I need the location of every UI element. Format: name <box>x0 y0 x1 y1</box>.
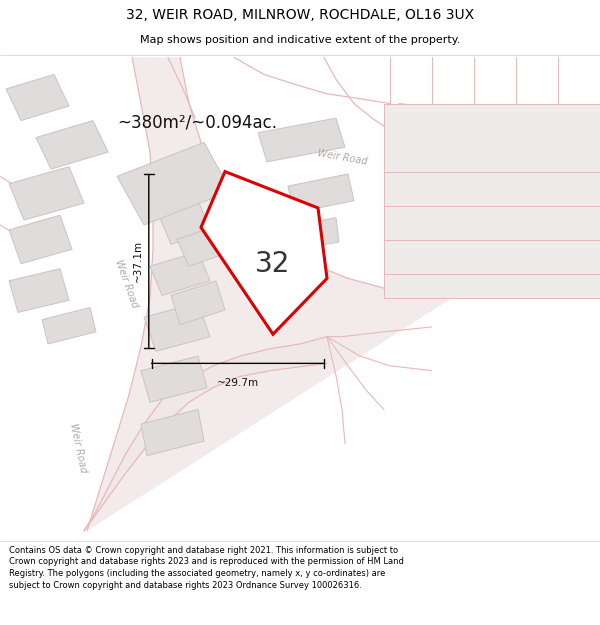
Polygon shape <box>150 252 210 296</box>
Text: ~37.1m: ~37.1m <box>133 241 143 282</box>
Polygon shape <box>159 201 210 244</box>
Polygon shape <box>87 58 456 531</box>
Polygon shape <box>6 74 69 121</box>
Polygon shape <box>384 274 600 298</box>
Polygon shape <box>9 167 84 220</box>
Polygon shape <box>36 121 108 169</box>
Text: Weir Road: Weir Road <box>113 258 139 309</box>
Polygon shape <box>84 337 327 531</box>
Polygon shape <box>201 171 327 334</box>
Polygon shape <box>384 104 600 171</box>
Polygon shape <box>288 174 354 213</box>
Polygon shape <box>117 142 231 225</box>
Text: ~380m²/~0.094ac.: ~380m²/~0.094ac. <box>117 114 277 132</box>
Polygon shape <box>258 118 345 162</box>
Polygon shape <box>171 281 225 324</box>
Text: 32: 32 <box>256 250 290 278</box>
Text: Weir Road: Weir Road <box>316 148 368 166</box>
Text: Contains OS data © Crown copyright and database right 2021. This information is : Contains OS data © Crown copyright and d… <box>9 546 404 590</box>
Polygon shape <box>141 409 204 456</box>
Polygon shape <box>384 206 600 239</box>
Polygon shape <box>384 239 600 274</box>
Polygon shape <box>9 215 72 264</box>
Polygon shape <box>384 171 600 206</box>
Polygon shape <box>177 225 231 266</box>
Polygon shape <box>282 217 339 252</box>
Polygon shape <box>144 302 210 351</box>
Text: Weir Road: Weir Road <box>68 422 88 474</box>
Polygon shape <box>141 356 207 402</box>
Text: 32, WEIR ROAD, MILNROW, ROCHDALE, OL16 3UX: 32, WEIR ROAD, MILNROW, ROCHDALE, OL16 3… <box>126 8 474 22</box>
Text: ~29.7m: ~29.7m <box>217 378 259 388</box>
Polygon shape <box>9 269 69 312</box>
Text: Map shows position and indicative extent of the property.: Map shows position and indicative extent… <box>140 35 460 45</box>
Polygon shape <box>42 308 96 344</box>
